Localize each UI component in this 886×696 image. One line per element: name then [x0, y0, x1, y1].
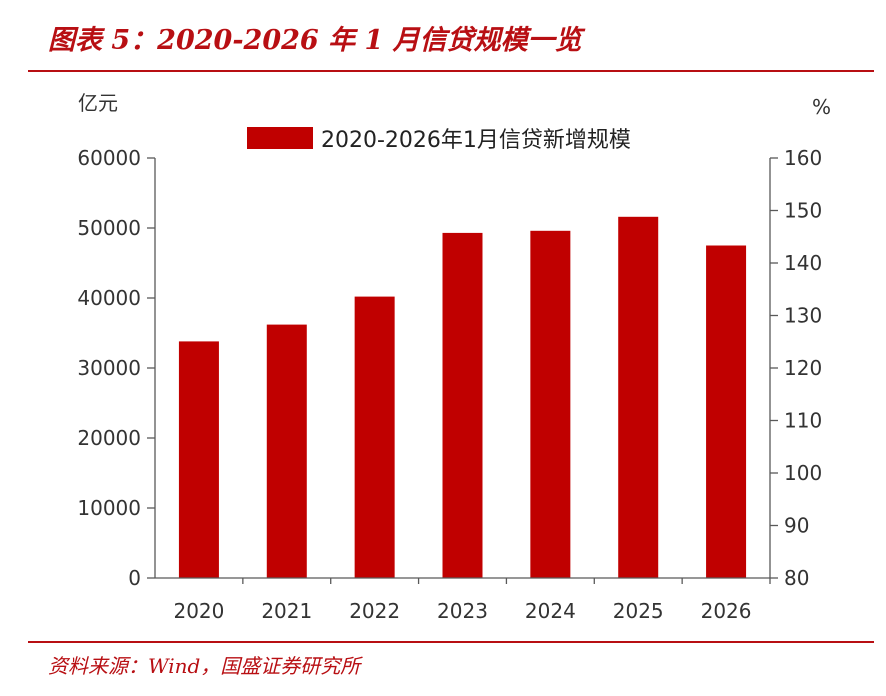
y2-tick-label: 150 — [784, 199, 822, 223]
source-divider — [28, 641, 874, 643]
x-tick-label: 2026 — [701, 599, 752, 623]
title-divider — [28, 70, 874, 72]
bar — [706, 245, 747, 578]
bar — [618, 216, 659, 579]
bar-chart: 亿元 % 2020-2026年1月信贷新增规模 0 10000 20000 30000… — [77, 91, 831, 623]
y2-tick-label: 160 — [784, 146, 822, 170]
y2-tick-label: 100 — [784, 461, 822, 485]
x-tick-label: 2021 — [261, 599, 312, 623]
x-tick-label: 2023 — [437, 599, 488, 623]
y-tick-label: 10000 — [77, 496, 141, 520]
y2-tick-label: 90 — [784, 514, 809, 538]
y2-tick-label: 80 — [784, 566, 809, 590]
y2-tick-label: 140 — [784, 251, 822, 275]
y-tick-label: 20000 — [77, 426, 141, 450]
y2-tick-label: 110 — [784, 409, 822, 433]
bar — [266, 324, 307, 578]
x-tick-label: 2024 — [525, 599, 576, 623]
y2-tick-label: 130 — [784, 304, 822, 328]
y-axis-label: 亿元 — [78, 91, 118, 115]
bar — [442, 232, 483, 578]
source-note: 资料来源：Wind，国盛证券研究所 — [48, 654, 361, 678]
bar — [530, 230, 571, 579]
y-tick-label: 0 — [128, 566, 141, 590]
legend-label: 2020-2026年1月信贷新增规模 — [321, 128, 631, 153]
y-tick-label: 50000 — [77, 216, 141, 240]
y2-axis-label: % — [812, 95, 831, 119]
y-tick-label: 40000 — [77, 286, 141, 310]
y2-tick-label: 120 — [784, 356, 822, 380]
bar — [178, 341, 219, 578]
x-tick-label: 2025 — [613, 599, 664, 623]
y-tick-label: 60000 — [77, 146, 141, 170]
figure-title: 图表 5：2020-2026 年 1 月信贷规模一览 — [48, 25, 582, 56]
bar — [354, 296, 395, 578]
legend-swatch — [247, 127, 313, 149]
x-tick-label: 2020 — [173, 599, 224, 623]
x-tick-label: 2022 — [349, 599, 400, 623]
y-tick-label: 30000 — [77, 356, 141, 380]
